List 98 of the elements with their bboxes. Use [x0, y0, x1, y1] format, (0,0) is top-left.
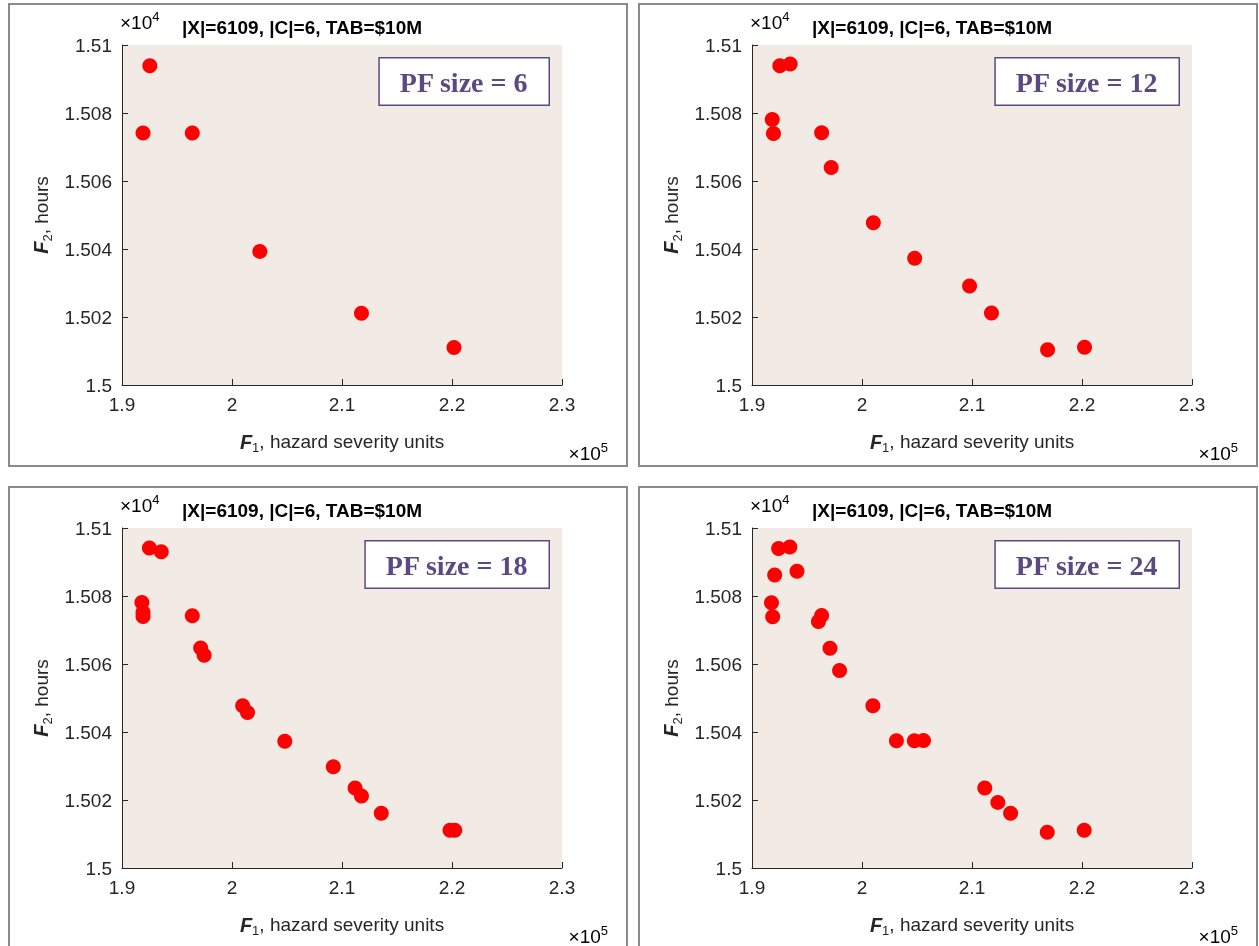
x-tick-label: 2: [856, 394, 868, 415]
annotation: PF size = 24: [1015, 550, 1158, 581]
x-tick-label: 2: [856, 877, 868, 898]
y-tick-label: 1.51: [705, 34, 742, 56]
x-tick-label: 2.1: [958, 877, 986, 898]
y-tick-label: 1.5: [85, 374, 112, 396]
x-tick-label: 2: [226, 877, 238, 898]
point: [1003, 805, 1019, 821]
chart-title: |X|=6109, |C|=6, TAB=$10M: [182, 500, 423, 521]
chart-title: |X|=6109, |C|=6, TAB=$10M: [812, 17, 1053, 38]
y-axis-title: F2, hours: [660, 659, 685, 737]
y-tick-label: 1.508: [694, 102, 742, 124]
y-tick-label: 1.502: [64, 306, 112, 328]
point: [823, 159, 839, 175]
point: [962, 278, 978, 294]
y-tick-label: 1.506: [64, 653, 112, 675]
point: [767, 567, 783, 583]
point: [907, 250, 923, 266]
x-tick-label: 2.3: [1178, 877, 1206, 898]
y-tick-label: 1.508: [64, 585, 112, 607]
point: [1039, 824, 1055, 840]
x-tick-label: 1.9: [108, 877, 136, 898]
y-tick-label: 1.51: [705, 517, 742, 539]
x-tick-label: 2: [226, 394, 238, 415]
x-tick-label: 1.9: [738, 877, 766, 898]
x-tick-label: 1.9: [738, 394, 766, 415]
y-tick-label: 1.504: [64, 238, 113, 260]
y-tick-label: 1.504: [694, 238, 743, 260]
point: [184, 125, 200, 141]
point: [888, 733, 904, 749]
point: [373, 805, 389, 821]
point: [822, 640, 838, 656]
point: [865, 698, 881, 714]
y-tick-label: 1.5: [715, 374, 742, 396]
y-tick-label: 1.502: [694, 789, 742, 811]
y-tick-label: 1.5: [715, 857, 742, 879]
y-tick-label: 1.504: [64, 721, 113, 743]
point: [764, 111, 780, 127]
point: [832, 662, 848, 678]
y-tick-label: 1.504: [694, 721, 743, 743]
annotation: PF size = 18: [385, 550, 528, 581]
x-tick-label: 2.1: [958, 394, 986, 415]
point: [196, 647, 212, 663]
x-tick-label: 2.2: [438, 877, 466, 898]
y-tick-label: 1.51: [75, 517, 112, 539]
y-tick-label: 1.502: [64, 789, 112, 811]
point: [1077, 339, 1093, 355]
x-tick-label: 2.3: [548, 877, 576, 898]
y-tick-label: 1.5: [85, 857, 112, 879]
point: [782, 539, 798, 555]
point: [977, 780, 993, 796]
point: [814, 125, 830, 141]
y-tick-label: 1.508: [64, 102, 112, 124]
point: [277, 733, 293, 749]
y-tick-label: 1.502: [694, 306, 742, 328]
x-tick-label: 2.2: [1068, 394, 1096, 415]
point: [325, 759, 341, 775]
x-tick-label: 2.1: [328, 877, 356, 898]
y-axis-title: F2, hours: [30, 176, 55, 254]
point: [765, 609, 781, 625]
point: [990, 794, 1006, 810]
point: [353, 305, 369, 321]
point: [782, 56, 798, 72]
point: [865, 215, 881, 231]
y-tick-label: 1.506: [694, 170, 742, 192]
point: [353, 788, 369, 804]
point: [1076, 822, 1092, 838]
point: [810, 614, 826, 629]
point: [789, 563, 805, 579]
annotation: PF size = 12: [1015, 67, 1158, 98]
point: [240, 705, 256, 721]
point: [916, 733, 931, 748]
point: [141, 540, 157, 556]
y-tick-label: 1.506: [64, 170, 112, 192]
point: [763, 595, 779, 611]
x-tick-label: 1.9: [108, 394, 136, 415]
x-tick-label: 2.2: [438, 394, 466, 415]
point: [252, 243, 268, 259]
x-tick-label: 2.1: [328, 394, 356, 415]
point: [184, 608, 200, 624]
point: [153, 544, 169, 560]
y-axis-title: F2, hours: [30, 659, 55, 737]
x-tick-label: 2.3: [548, 394, 576, 415]
chart-title: |X|=6109, |C|=6, TAB=$10M: [182, 17, 423, 38]
point: [446, 340, 462, 356]
annotation: PF size = 6: [399, 67, 528, 98]
y-tick-label: 1.51: [75, 34, 112, 56]
point: [1040, 342, 1056, 358]
point: [983, 305, 999, 321]
point: [765, 125, 781, 141]
y-tick-label: 1.508: [694, 585, 742, 607]
x-tick-label: 2.3: [1178, 394, 1206, 415]
chart-title: |X|=6109, |C|=6, TAB=$10M: [812, 500, 1053, 521]
point: [135, 125, 151, 141]
y-axis-title: F2, hours: [660, 176, 685, 254]
y-tick-label: 1.506: [694, 653, 742, 675]
point: [142, 58, 158, 74]
x-tick-label: 2.2: [1068, 877, 1096, 898]
